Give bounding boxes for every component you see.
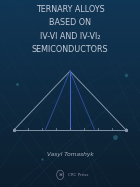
Bar	[0, 5, 140, 9]
Bar	[0, 0, 140, 5]
Bar	[0, 112, 140, 117]
Bar	[0, 19, 140, 23]
Text: BASED ON: BASED ON	[49, 18, 91, 27]
Bar	[0, 37, 140, 42]
Bar	[0, 182, 140, 187]
Text: IV-VI AND IV-VI₂: IV-VI AND IV-VI₂	[40, 32, 100, 41]
Bar	[0, 98, 140, 103]
Bar	[0, 70, 140, 75]
Text: ⌘: ⌘	[58, 173, 62, 177]
Bar	[0, 47, 140, 51]
Bar	[0, 150, 140, 154]
Bar	[0, 164, 140, 168]
Bar	[0, 61, 140, 65]
Bar	[0, 154, 140, 159]
Bar	[0, 75, 140, 79]
Bar	[0, 23, 140, 28]
Bar	[0, 89, 140, 94]
Bar	[0, 9, 140, 14]
Bar	[0, 140, 140, 145]
Text: SEMICONDUCTORS: SEMICONDUCTORS	[32, 45, 108, 54]
Bar	[0, 122, 140, 126]
Bar	[0, 178, 140, 182]
Text: CRC Press: CRC Press	[68, 173, 89, 177]
Bar	[0, 42, 140, 47]
Bar	[0, 65, 140, 70]
Bar	[0, 131, 140, 136]
Bar	[0, 84, 140, 89]
Text: TERNARY ALLOYS: TERNARY ALLOYS	[36, 5, 104, 14]
Bar	[0, 108, 140, 112]
Bar	[0, 79, 140, 84]
Bar	[0, 126, 140, 131]
Bar	[0, 14, 140, 19]
Bar	[0, 51, 140, 56]
Bar	[0, 159, 140, 164]
Bar	[0, 168, 140, 173]
Bar	[0, 103, 140, 108]
Bar	[0, 117, 140, 122]
Bar	[0, 33, 140, 37]
Bar	[0, 145, 140, 150]
Bar	[0, 94, 140, 98]
Bar	[0, 56, 140, 61]
Text: Vasyl Tomashyk: Vasyl Tomashyk	[47, 152, 93, 157]
Bar	[0, 136, 140, 140]
Bar	[0, 173, 140, 178]
Bar	[0, 28, 140, 33]
